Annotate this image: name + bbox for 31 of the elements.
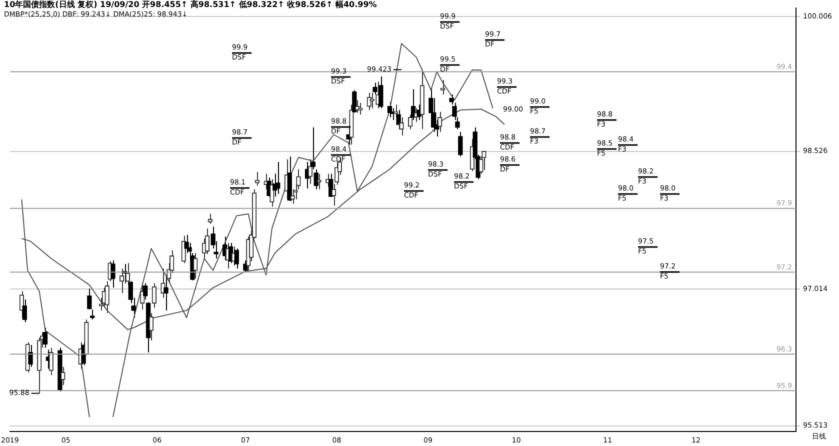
candlestick [308,158,313,184]
candlestick [290,188,295,204]
candlestick [437,111,442,132]
candlestick [208,213,212,224]
candlestick [399,116,404,136]
candlestick [276,161,280,194]
candlestick [143,282,148,300]
candlestick [152,282,157,308]
candlestick [22,299,27,323]
candlestick [204,228,210,254]
candlestick [331,183,336,206]
candlestick [270,178,274,208]
candlestick [110,260,116,288]
candlestick [28,344,33,368]
candlestick [87,288,92,310]
candlestick [90,309,95,320]
candlestick [482,150,486,170]
candlestick [428,88,434,128]
candlestick [458,131,463,157]
candlestick [310,126,316,170]
candlestick [243,260,248,272]
candlestick [193,252,198,280]
candlestick [164,275,168,311]
candlestick [440,79,446,96]
candlestick [148,312,154,342]
candlestick [19,290,24,318]
candlestick [60,366,66,386]
candlestick [370,92,374,109]
chart-title: 10年国债指数(日线 复权) 19/09/20 开98.455↑ 高98.531↑ 低98.322↑ 收98.526↑ 幅40.99% [4,0,377,10]
candlestick [184,234,189,254]
candlestick [408,114,413,130]
